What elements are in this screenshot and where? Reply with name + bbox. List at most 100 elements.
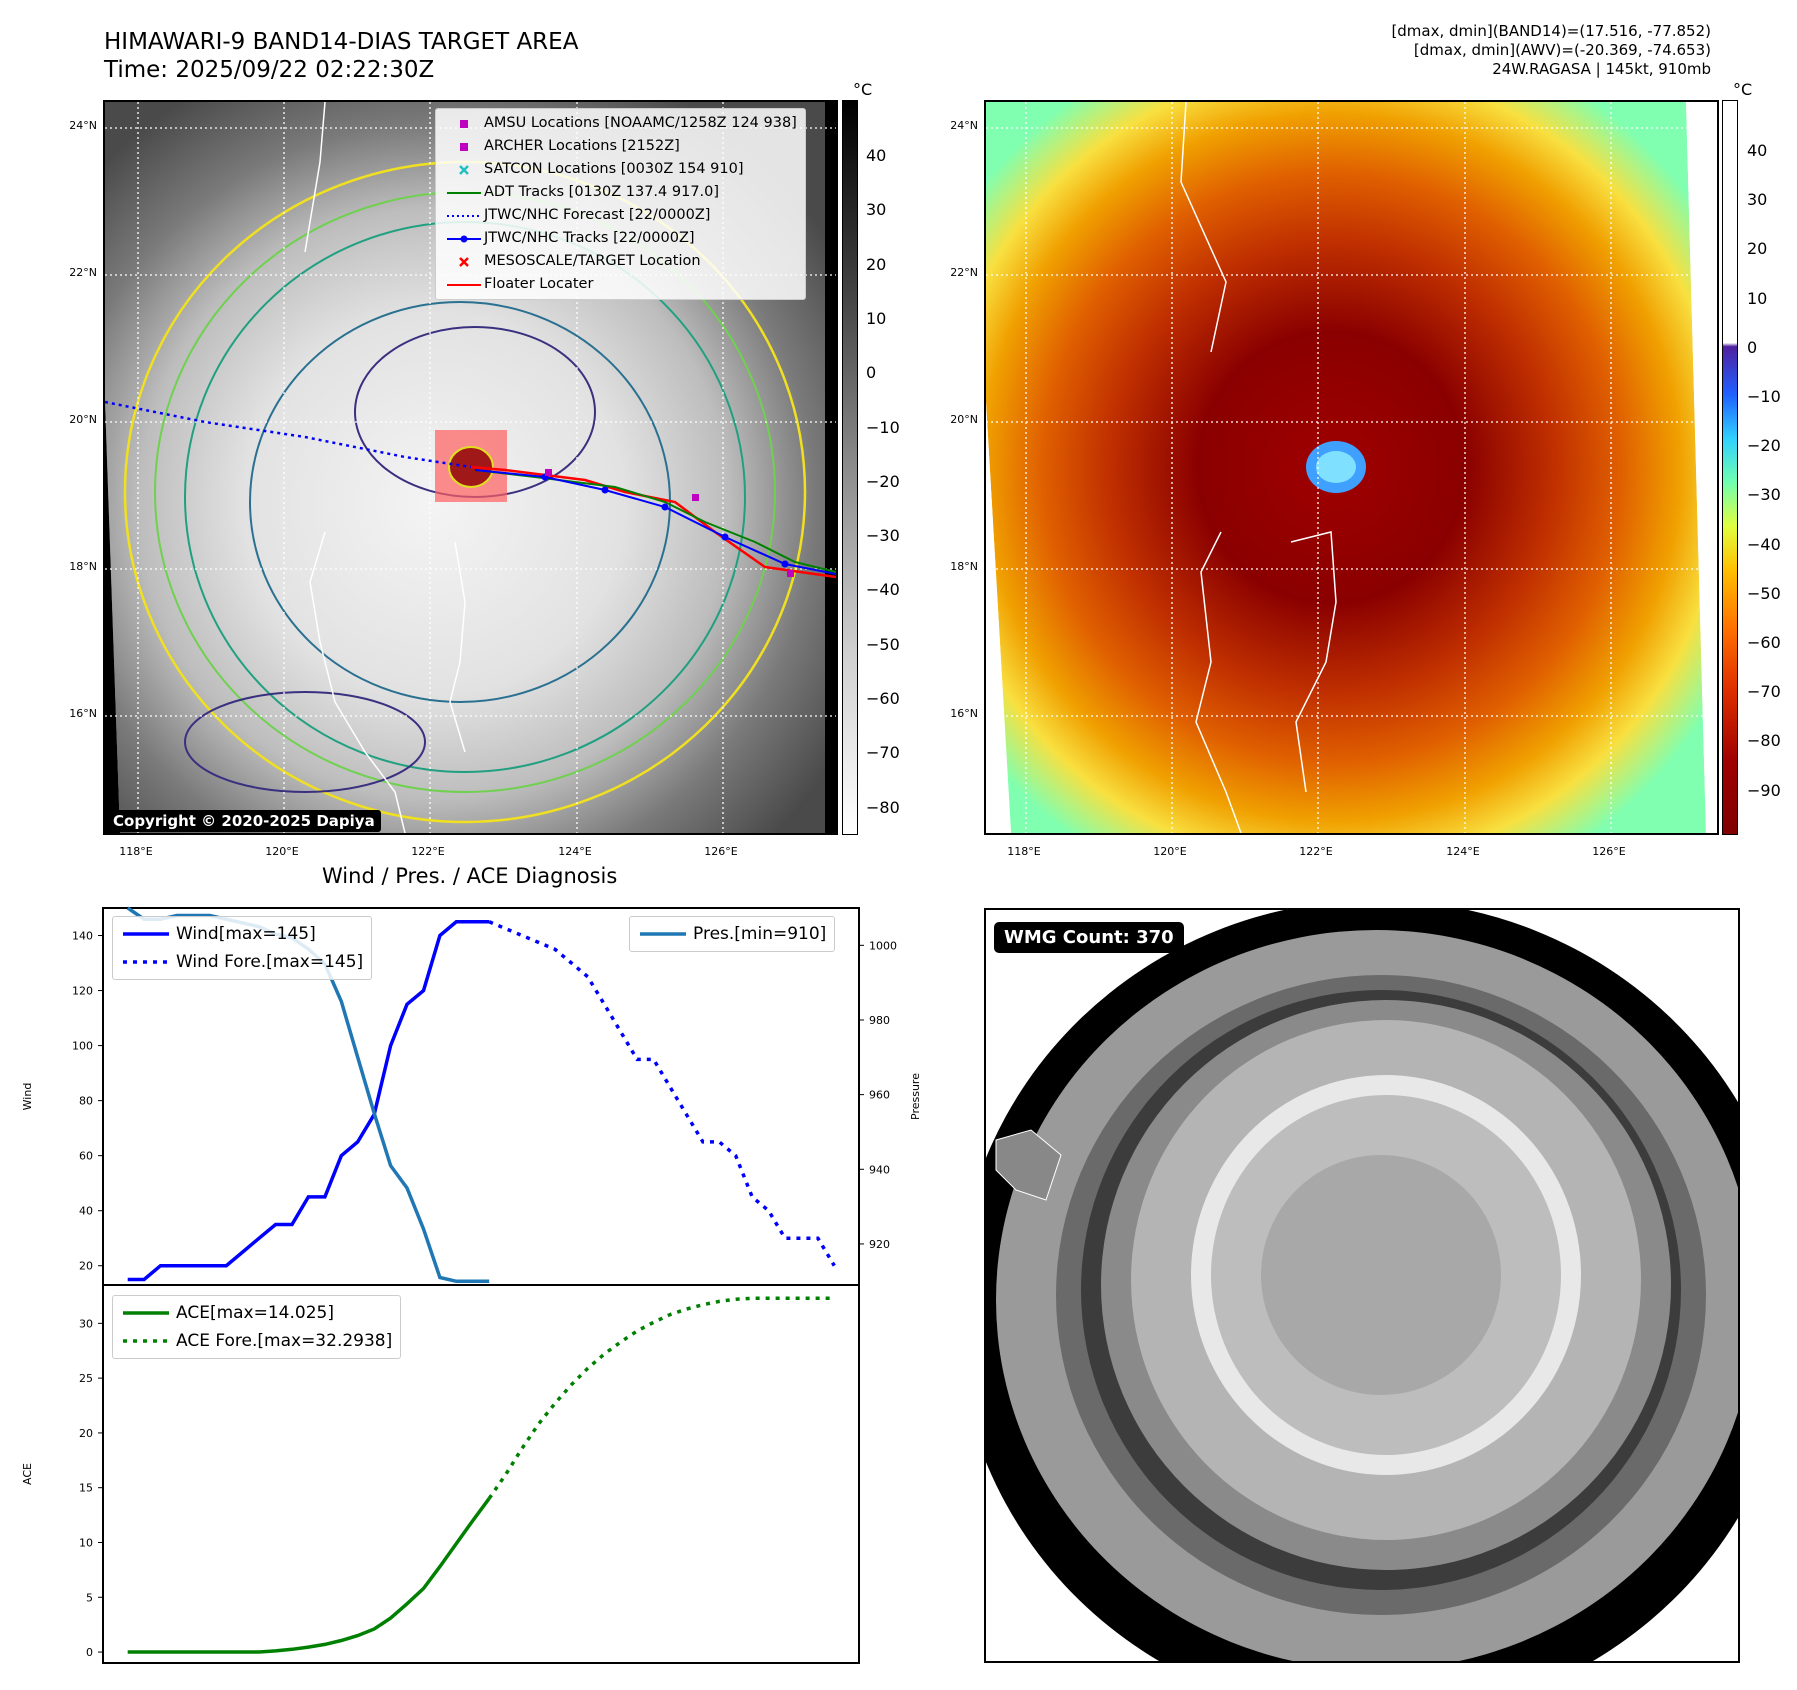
y-right-tick-label: 920 [869,1238,890,1251]
chart-legend: Pres.[min=910] [629,916,836,952]
wind-pres-chart: 20 40 60 80 100 120 140 920 940 960 980 1000 Wind Pre… [21,906,922,1286]
wmg-panel: WMG Count: 370 [984,908,1740,1663]
lon-label: 120°E [1153,845,1187,858]
series-line [127,1497,491,1654]
lon-label: 126°E [1592,845,1626,858]
y-axis-label: ACE [21,1463,34,1485]
legend-entry: Wind Fore.[max=145] [121,948,363,976]
colorbar-tick: 20 [1747,239,1768,259]
y-right-tick-label: 980 [869,1014,890,1027]
colorbar-tick: −70 [866,743,900,763]
stats-line-2: [dmax, dmin](AWV)=(-20.369, -74.653) [1413,41,1711,59]
legend-label: Wind Fore.[max=145] [176,952,364,972]
legend-label: AMSU Locations [NOAAMC/1258Z 124 938] [484,115,797,131]
legend-label: SATCON Locations [0030Z 154 910] [484,161,744,177]
legend-line-icon [444,181,484,204]
colorbar-tick: −70 [1747,682,1781,702]
legend-line-icon [121,948,176,976]
lon-label: 122°E [411,845,445,858]
awv-map-panel [984,100,1719,835]
lat-label: 20°N [69,413,97,426]
ir-map-panel: Copyright © 2020-2025 Dapiya AMSU Locati… [103,100,838,835]
legend-entry: SATCON Locations [0030Z 154 910] [444,158,797,181]
lon-label: 118°E [119,845,153,858]
colorbar-tick: −10 [866,417,900,437]
y-tick-label: 0 [86,1646,93,1659]
title-line-1: HIMAWARI-9 BAND14-DIAS TARGET AREA [104,29,579,55]
chart-legend: Wind[max=145] Wind Fore.[max=145] [112,916,373,980]
colorbar-tick: 40 [1747,141,1768,160]
y-tick-label: 20 [79,1260,93,1273]
y-tick-label: 140 [72,930,93,943]
diagnosis-title: Wind / Pres. / ACE Diagnosis [322,864,618,888]
legend-entry: ADT Tracks [0130Z 137.4 917.0] [444,181,797,204]
wmg-count-badge: WMG Count: 370 [994,922,1184,953]
lat-label: 24°N [69,119,97,132]
lat-label: 20°N [950,413,978,426]
left-colorbar [842,100,858,835]
legend-label: MESOSCALE/TARGET Location [484,253,701,269]
colorbar-tick: 30 [866,200,887,220]
stats-line-3: 24W.RAGASA | 145kt, 910mb [1492,60,1711,78]
lon-label: 118°E [1007,845,1041,858]
ace-chart: 0 5 10 15 20 25 30 ACE ACE[max=14.025] ACE Fore.… [21,1284,860,1664]
legend-dotted-icon [444,204,484,227]
colorbar-tick: −90 [1747,780,1781,800]
right-colorbar [1722,100,1738,835]
lat-label: 16°N [950,707,978,720]
lat-label: 22°N [950,266,978,279]
legend-square-icon [444,135,484,158]
legend-x-icon [444,158,484,181]
copyright-label: Copyright © 2020-2025 Dapiya [107,810,381,832]
legend-square-icon [444,112,484,135]
colorbar-tick: −50 [866,634,900,654]
legend-entry: MESOSCALE/TARGET Location [444,250,797,273]
legend-line-icon [121,1299,176,1327]
colorbar-tick: −50 [1747,583,1781,603]
legend-entry: JTWC/NHC Forecast [22/0000Z] [444,204,797,227]
y-tick-label: 5 [86,1591,93,1604]
legend-line-icon [444,273,484,296]
lat-label: 24°N [950,119,978,132]
legend-entry: ACE Fore.[max=32.2938] [121,1327,392,1355]
chart-legend: ACE[max=14.025] ACE Fore.[max=32.2938] [112,1295,402,1359]
legend-entry: JTWC/NHC Tracks [22/0000Z] [444,227,797,250]
lat-label: 18°N [950,560,978,573]
legend-line-icon [121,920,176,948]
legend-entry: Floater Locater [444,273,797,296]
colorbar-tick: −40 [1747,534,1781,554]
y-tick-label: 40 [79,1205,93,1218]
lon-label: 124°E [558,845,592,858]
lon-label: 126°E [704,845,738,858]
title-line-2: Time: 2025/09/22 02:22:30Z [104,57,435,83]
y-right-tick-label: 1000 [869,939,897,952]
awv-map-image [986,102,1717,833]
colorbar-tick: −60 [1747,633,1781,652]
series-line [127,920,490,1282]
lon-label: 120°E [265,845,299,858]
legend-x-icon [444,250,484,273]
y-tick-label: 30 [79,1317,93,1330]
right-colorbar-unit: °C [1733,80,1753,99]
legend-line-icon [638,920,693,948]
colorbar-tick: −80 [866,797,900,817]
colorbar-tick: −30 [866,526,900,546]
legend-entry: AMSU Locations [NOAAMC/1258Z 124 938] [444,112,797,135]
legend-label: ARCHER Locations [2152Z] [484,138,680,154]
left-colorbar-unit: °C [853,80,873,99]
stats-line-1: [dmax, dmin](BAND14)=(17.516, -77.852) [1391,22,1711,40]
lon-label: 122°E [1299,845,1333,858]
colorbar-tick: −80 [1747,731,1781,751]
colorbar-tick: 0 [866,363,877,383]
y-right-tick-label: 940 [869,1163,890,1176]
lat-label: 18°N [69,560,97,573]
y-tick-label: 25 [79,1372,93,1385]
colorbar-tick: 40 [866,146,887,165]
legend-label: ACE Fore.[max=32.2938] [176,1331,393,1351]
legend-label: Pres.[min=910] [693,924,827,944]
y-right-axis-label: Pressure [909,1073,922,1120]
legend-line-dot-icon [444,227,484,250]
legend-entry: ACE[max=14.025] [121,1299,392,1327]
colorbar-tick: −20 [1747,436,1781,456]
y-tick-label: 80 [79,1095,93,1108]
